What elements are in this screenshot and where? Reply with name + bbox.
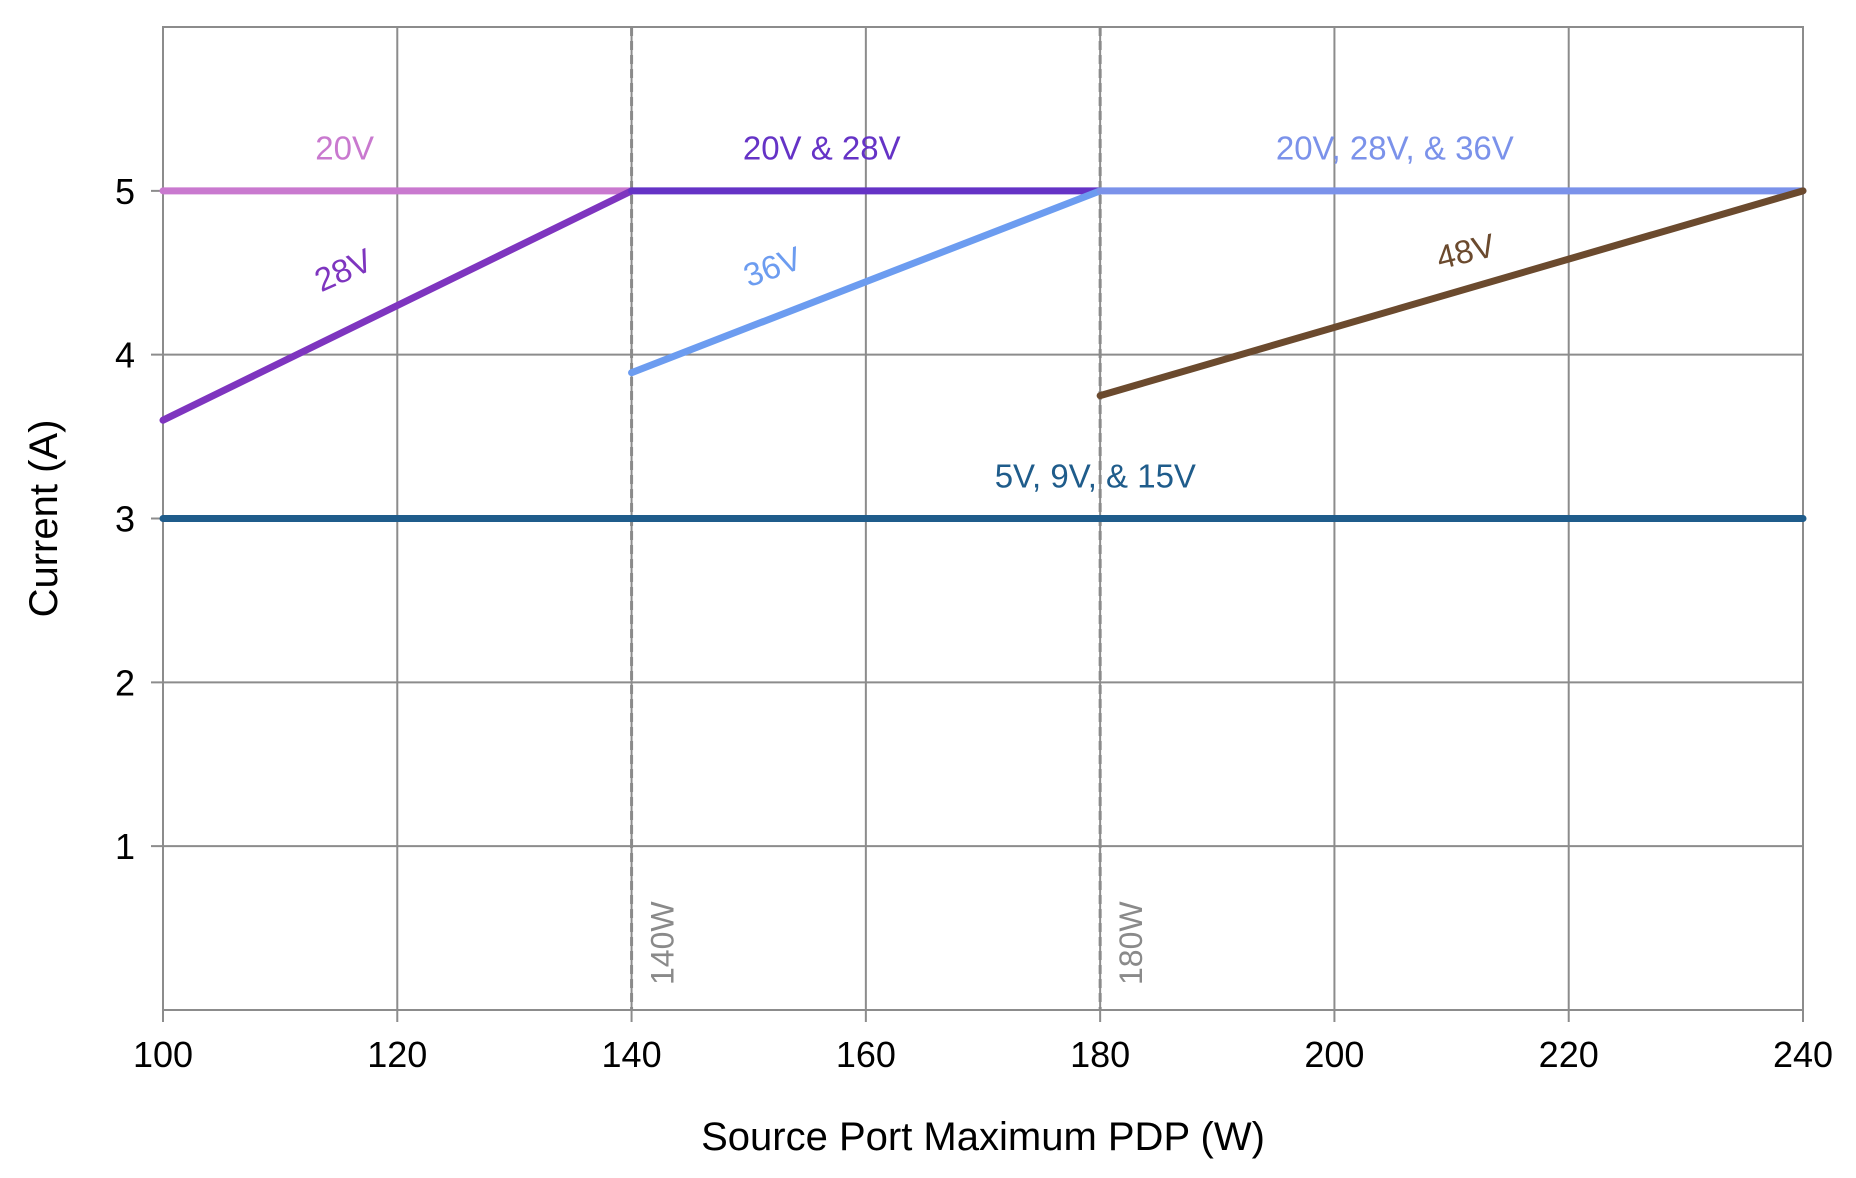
x-axis-label: Source Port Maximum PDP (W) [701, 1115, 1265, 1159]
series-label: 5V, 9V, & 15V [995, 457, 1196, 494]
reference-line-label: 140W [645, 901, 681, 985]
grid [151, 26, 1804, 1022]
series-labels: 20V 28V 20V & 28V 36V 20V, 28V, & 36V 48V 5V, … [309, 130, 1514, 495]
series-line [1096, 187, 1807, 400]
series-label: 20V [315, 130, 374, 167]
series-label: 48V [1433, 226, 1499, 276]
series-label: 20V, 28V, & 36V [1276, 130, 1514, 167]
x-tick-label: 160 [836, 1034, 896, 1075]
series-label: 20V & 28V [743, 130, 901, 167]
y-axis-label: Current (A) [22, 420, 66, 618]
reference-line-label: 180W [1113, 901, 1149, 985]
series-line [628, 187, 1104, 377]
x-tick-label: 220 [1539, 1034, 1599, 1075]
x-tick-label: 120 [367, 1034, 427, 1075]
x-tick-label: 100 [133, 1034, 193, 1075]
series-label: 28V [309, 241, 378, 299]
y-tick-label: 5 [115, 171, 135, 212]
y-tick-label: 3 [115, 499, 135, 540]
x-tick-label: 180 [1070, 1034, 1130, 1075]
series-line [159, 187, 636, 424]
y-tick-label: 1 [115, 826, 135, 867]
y-tick-labels: 1 2 3 4 5 [115, 171, 135, 867]
x-tick-label: 200 [1304, 1034, 1364, 1075]
y-tick-label: 4 [115, 335, 135, 376]
x-tick-label: 140 [602, 1034, 662, 1075]
x-tick-label: 240 [1773, 1034, 1833, 1075]
series-label: 36V [738, 239, 806, 294]
series-lines [159, 187, 1807, 522]
x-tick-labels: 100 120 140 160 180 200 220 240 [133, 1034, 1833, 1075]
y-tick-label: 2 [115, 662, 135, 703]
